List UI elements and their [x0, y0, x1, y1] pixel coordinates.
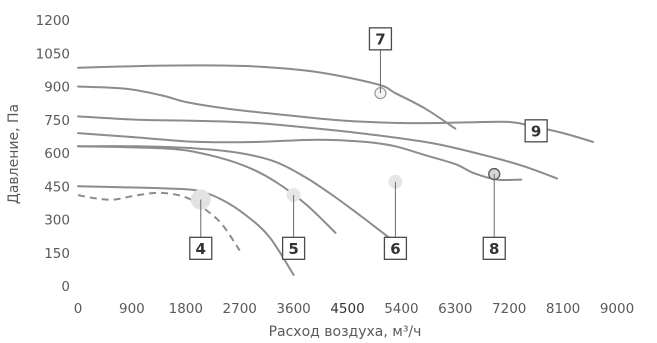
y-tick-150: 150 — [44, 246, 70, 262]
x-tick-2700: 2700 — [223, 301, 257, 317]
x-tick-5400: 5400 — [384, 301, 418, 317]
fan-curve-6 — [77, 145, 337, 234]
callout-box-5 — [281, 236, 306, 260]
callout-label-8: 8 — [489, 240, 499, 258]
callout-label-6: 6 — [390, 240, 400, 258]
fan-curve-1 — [77, 64, 457, 130]
y-tick-900: 900 — [44, 80, 70, 96]
y-tick-300: 300 — [44, 213, 70, 229]
callout-box-7 — [368, 27, 393, 51]
x-tick-8100: 8100 — [546, 301, 580, 317]
x-tick-7200: 7200 — [492, 301, 526, 317]
y-tick-600: 600 — [44, 146, 70, 162]
callout-label-7: 7 — [375, 30, 385, 48]
x-tick-4500: 4500 — [330, 301, 364, 317]
callout-label-5: 5 — [288, 240, 298, 258]
callout-label-9: 9 — [531, 122, 541, 140]
fan-curve-7 — [77, 185, 295, 276]
y-axis-ticks: 0 150 300 450 600 750 900 1050 1200 — [36, 13, 70, 295]
curve-callouts: 4 5 6 7 8 9 — [189, 27, 548, 260]
y-tick-750: 750 — [44, 113, 70, 129]
x-tick-0: 0 — [74, 301, 83, 317]
y-tick-1050: 1050 — [36, 46, 70, 62]
x-tick-1800: 1800 — [169, 301, 203, 317]
x-tick-3600: 3600 — [276, 301, 310, 317]
callout-label-4: 4 — [196, 240, 206, 258]
x-axis-ticks: 0 900 1800 2700 3600 4500 5400 6300 7200 8100 9000 — [74, 301, 634, 317]
x-tick-9000: 9000 — [600, 301, 634, 317]
y-tick-1200: 1200 — [36, 13, 70, 29]
callout-box-6 — [383, 236, 408, 260]
fan-curve-3 — [77, 115, 559, 180]
fan-curve-8 — [77, 191, 241, 252]
fan-curves — [77, 64, 594, 276]
callout-box-8 — [482, 236, 506, 260]
x-axis-title: Расход воздуха, м³/ч — [269, 324, 422, 340]
y-axis-title: Давление, Па — [6, 104, 22, 204]
callout-box-9 — [524, 119, 548, 143]
fan-curve-4 — [77, 132, 523, 182]
y-tick-0: 0 — [61, 279, 70, 295]
x-tick-900: 900 — [119, 301, 145, 317]
fan-curve-2 — [77, 85, 594, 143]
callout-box-4 — [189, 236, 213, 260]
x-tick-6300: 6300 — [438, 301, 472, 317]
fan-curve-5 — [77, 145, 403, 249]
y-tick-450: 450 — [44, 179, 70, 195]
